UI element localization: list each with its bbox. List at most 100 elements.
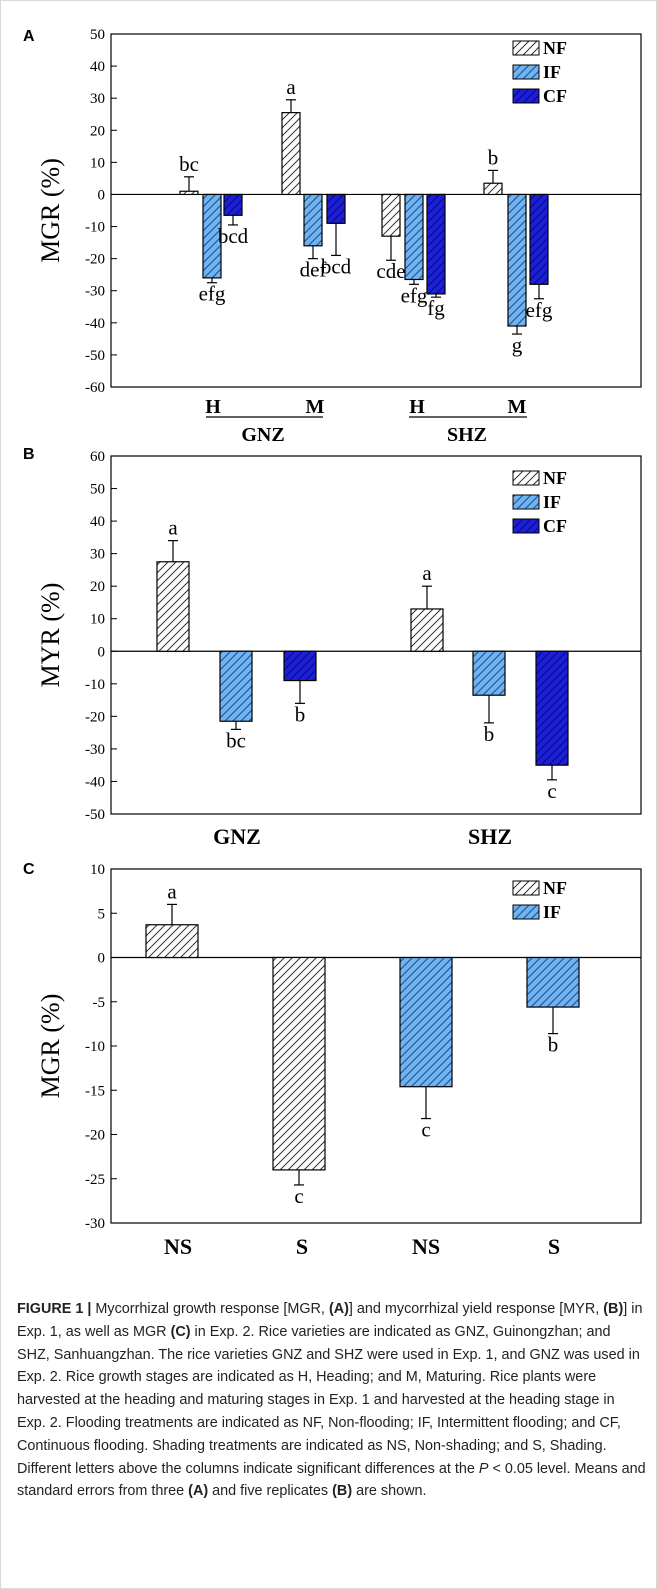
plot-frame: [110, 455, 642, 815]
legend-label: IF: [543, 902, 561, 922]
legend-swatch: [512, 904, 540, 920]
significance-letter: bc: [179, 152, 199, 176]
significance-letter: a: [167, 879, 177, 903]
bar: [223, 193, 243, 216]
y-tick-label: -50: [85, 807, 105, 823]
y-tick-label: -50: [85, 348, 105, 364]
caption-pvar: P: [478, 1460, 489, 1477]
y-tick-label: -40: [85, 316, 105, 332]
bar: [526, 956, 580, 1008]
significance-letter: cde: [376, 259, 405, 283]
x-tick-label: M: [508, 396, 527, 418]
significance-letter: bc: [226, 728, 246, 752]
caption-text: ] and mycorrhizal yield response [MYR,: [348, 1301, 604, 1317]
y-tick-label: 5: [98, 906, 106, 922]
y-tick-label: 50: [90, 27, 105, 43]
panel-label: C: [23, 861, 35, 878]
bar: [156, 561, 190, 652]
y-tick-label: 10: [90, 155, 105, 171]
y-axis-label: MGR (%): [36, 994, 65, 1099]
bar: [272, 956, 326, 1171]
legend-swatch: [512, 880, 540, 896]
caption-ref: (B): [603, 1301, 624, 1317]
legend-swatch: [512, 494, 540, 510]
bar: [281, 112, 301, 196]
significance-letter: b: [548, 1033, 559, 1057]
x-tick-label: S: [296, 1234, 308, 1259]
x-tick-label: NS: [164, 1234, 192, 1259]
caption-text: ] in Exp. 1, as well as MGR: [17, 1301, 643, 1340]
y-tick-label: -10: [85, 677, 105, 693]
legend-label: NF: [543, 468, 567, 488]
y-tick-label: 30: [90, 91, 105, 107]
x-group-label: SHZ: [447, 424, 487, 446]
y-tick-label: -25: [85, 1172, 105, 1188]
caption-text: < 0.05 level. Means and standard errors …: [17, 1460, 646, 1500]
y-tick-label: 0: [98, 187, 106, 203]
bar: [410, 608, 444, 652]
bar: [483, 182, 503, 196]
y-tick-label: -40: [85, 774, 105, 790]
y-tick-label: 50: [90, 482, 105, 498]
y-tick-label: 40: [90, 59, 105, 75]
bar: [145, 924, 199, 959]
y-tick-label: 40: [90, 514, 105, 530]
caption-ref: (A): [188, 1483, 209, 1500]
x-tick-label: H: [205, 396, 221, 418]
y-axis-label: MGR (%): [36, 158, 65, 263]
legend-label: CF: [543, 86, 567, 106]
significance-letter: a: [168, 516, 178, 540]
x-tick-label: NS: [412, 1234, 440, 1259]
x-tick-label: H: [409, 396, 425, 418]
caption-text: and five replicates: [208, 1483, 333, 1500]
significance-letter: b: [295, 702, 306, 726]
y-tick-label: -20: [85, 1128, 105, 1144]
caption-ref: (A): [328, 1301, 349, 1317]
y-tick-label: -20: [85, 709, 105, 725]
bar: [303, 193, 323, 247]
y-tick-label: -30: [85, 284, 105, 300]
y-tick-label: -5: [93, 995, 106, 1011]
y-tick-label: 20: [90, 123, 105, 139]
caption-text: Mycorrhizal growth response [MGR,: [91, 1301, 329, 1317]
caption-text: in Exp. 2. Rice varieties are indicated …: [17, 1323, 640, 1477]
significance-letter: efg: [199, 282, 226, 306]
significance-letter: efg: [401, 283, 428, 307]
bar: [283, 650, 317, 682]
bar: [426, 193, 446, 295]
y-tick-label: 10: [90, 862, 105, 878]
y-tick-label: 60: [90, 449, 105, 465]
legend-label: IF: [543, 492, 561, 512]
y-tick-label: -20: [85, 252, 105, 268]
legend-swatch: [512, 470, 540, 486]
bar: [381, 193, 401, 237]
y-tick-label: -30: [85, 1216, 105, 1232]
bar: [529, 193, 549, 285]
bar: [219, 650, 253, 722]
panel-label: B: [23, 446, 35, 463]
y-tick-label: -10: [85, 220, 105, 236]
legend-swatch: [512, 40, 540, 56]
panel-label: A: [23, 28, 35, 45]
plot-frame: [110, 33, 642, 388]
legend-label: IF: [543, 62, 561, 82]
x-tick-label: M: [306, 396, 325, 418]
bar: [399, 956, 453, 1088]
caption-text: are shown.: [352, 1483, 427, 1500]
caption-ref: (B): [332, 1483, 353, 1500]
significance-letter: bcd: [218, 224, 249, 248]
x-group-label: GNZ: [241, 424, 284, 446]
y-tick-label: 20: [90, 579, 105, 595]
y-axis-label: MYR (%): [36, 583, 65, 688]
y-tick-label: -15: [85, 1083, 105, 1099]
caption-lead: FIGURE 1 |: [17, 1301, 92, 1317]
legend-label: CF: [543, 516, 567, 536]
plot-frame: [110, 868, 642, 1224]
significance-letter: g: [512, 333, 523, 357]
legend-swatch: [512, 518, 540, 534]
x-tick-label: S: [548, 1234, 560, 1259]
significance-letter: b: [484, 722, 495, 746]
bar: [507, 193, 527, 327]
y-tick-label: 10: [90, 612, 105, 628]
